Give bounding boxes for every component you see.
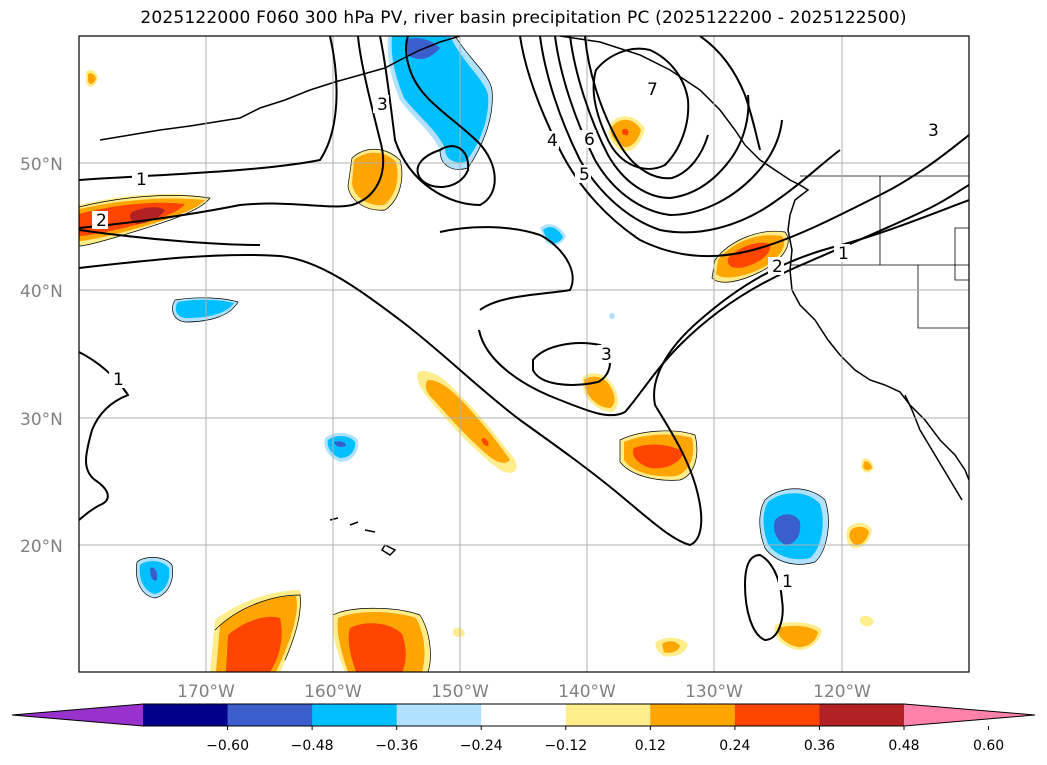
precip-outlines bbox=[79, 36, 829, 672]
pv-label: 1 bbox=[136, 170, 147, 190]
latitude-labels: 50°N 40°N 30°N 20°N bbox=[20, 155, 63, 557]
lon-label: 170°W bbox=[177, 682, 235, 702]
pv-label: 1 bbox=[782, 572, 793, 592]
colorbar-extend-low bbox=[12, 704, 143, 726]
pv-label: 3 bbox=[377, 95, 388, 115]
lon-label: 130°W bbox=[685, 682, 743, 702]
colorbar-tick-label: −0.12 bbox=[544, 738, 587, 754]
lat-label: 30°N bbox=[20, 410, 63, 430]
pv-label: 3 bbox=[928, 121, 939, 141]
longitude-labels: 170°W 160°W 150°W 140°W 130°W 120°W bbox=[177, 682, 871, 702]
pv-contours bbox=[79, 36, 969, 642]
map-area bbox=[79, 36, 969, 672]
colorbar-tick-label: −0.24 bbox=[460, 738, 503, 754]
map-frame bbox=[78, 35, 970, 673]
pv-contour-labels: 1 2 3 4 5 6 7 3 1 3 2 1 1 bbox=[92, 80, 940, 592]
pv-label: 5 bbox=[579, 165, 590, 185]
lon-label: 120°W bbox=[813, 682, 871, 702]
colorbar-segment bbox=[565, 704, 651, 726]
pv-label: 1 bbox=[838, 244, 849, 264]
colorbar-segment bbox=[650, 704, 736, 726]
colorbar-tick-label: −0.36 bbox=[375, 738, 418, 754]
lat-label: 50°N bbox=[20, 155, 63, 175]
colorbar: −0.60 −0.48 −0.36 −0.24 −0.12 0.12 0.24 0.36 0.4… bbox=[11, 703, 1036, 754]
colorbar-tick-label: 0.48 bbox=[888, 738, 919, 754]
lat-label: 40°N bbox=[20, 282, 63, 302]
colorbar-tick-label: −0.60 bbox=[206, 738, 249, 754]
pv-label: 3 bbox=[601, 345, 612, 365]
colorbar-segment bbox=[143, 704, 229, 726]
colorbar-segment bbox=[819, 704, 905, 726]
precip-shading bbox=[79, 36, 874, 672]
colorbar-tick-label: −0.48 bbox=[291, 738, 334, 754]
colorbar-segment bbox=[396, 704, 482, 726]
colorbar-segment bbox=[227, 704, 313, 726]
gridlines bbox=[79, 36, 969, 672]
pv-label: 6 bbox=[584, 130, 595, 150]
colorbar-tick-label: 0.60 bbox=[973, 738, 1004, 754]
pv-label: 4 bbox=[547, 131, 558, 151]
colorbar-segment bbox=[312, 704, 398, 726]
coastlines bbox=[99, 36, 969, 556]
colorbar-tick-label: 0.12 bbox=[635, 738, 666, 754]
borders bbox=[790, 175, 969, 329]
colorbar-segment bbox=[481, 704, 567, 726]
lat-label: 20°N bbox=[20, 537, 63, 557]
lon-label: 150°W bbox=[431, 682, 489, 702]
lon-label: 140°W bbox=[558, 682, 616, 702]
pv-label: 1 bbox=[113, 370, 124, 390]
colorbar-extend-high bbox=[904, 704, 1035, 726]
pv-label: 7 bbox=[647, 80, 658, 100]
colorbar-outline bbox=[11, 703, 1036, 727]
colorbar-segment bbox=[734, 704, 820, 726]
colorbar-tick-label: 0.24 bbox=[719, 738, 750, 754]
pv-label: 2 bbox=[96, 211, 107, 231]
map-title: 2025122000 F060 300 hPa PV, river basin … bbox=[140, 8, 907, 28]
pv-label: 2 bbox=[772, 257, 783, 277]
colorbar-tick-label: 0.36 bbox=[804, 738, 835, 754]
lon-label: 160°W bbox=[304, 682, 362, 702]
